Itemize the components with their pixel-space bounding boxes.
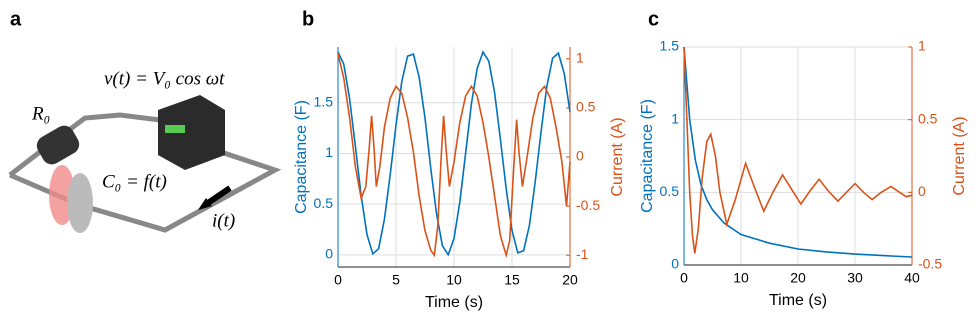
data-line — [683, 46, 913, 258]
y-tick-label: 1.5 — [660, 38, 680, 54]
y2-tick-label: 0 — [918, 183, 926, 199]
x-tick-label: 0 — [334, 272, 342, 288]
x-tick-label: 5 — [392, 272, 400, 288]
y2-tick-label: -0.5 — [576, 197, 600, 213]
resistor-label: R₀ — [31, 103, 50, 124]
x-axis-label: Time (s) — [425, 294, 483, 311]
x-tick-label: 20 — [562, 272, 578, 288]
y-tick-label: 1.5 — [314, 93, 334, 109]
y-axis-label: Capacitance (F) — [293, 100, 310, 214]
current-arrow — [203, 185, 232, 208]
capacitor-plate — [67, 173, 93, 233]
data-line — [337, 50, 571, 257]
wire — [8, 112, 161, 177]
y-tick-label: 0.5 — [314, 195, 334, 211]
data-line — [683, 46, 913, 254]
capacitor-label: C₀ = f(t) — [102, 171, 167, 192]
y-tick-label: 1 — [671, 110, 679, 126]
y2-axis-label: Current (A) — [609, 117, 626, 196]
y2-tick-label: 0.5 — [918, 110, 938, 126]
y2-axis-label: Current (A) — [951, 116, 968, 195]
data-line — [337, 53, 571, 259]
x-tick-label: 15 — [504, 272, 520, 288]
y2-tick-label: 0 — [576, 148, 584, 164]
circuit: v(t) = V₀ cos ωt R₀ C₀ = f(t) i(t) — [8, 68, 282, 233]
y2-tick-label: 0.5 — [576, 99, 596, 115]
y-axis-label: Capacitance (F) — [639, 99, 656, 213]
x-tick-label: 30 — [847, 270, 863, 286]
y-tick-label: 1 — [325, 144, 333, 160]
resistor — [36, 125, 80, 165]
arrow-head — [198, 198, 212, 210]
current-label: i(t) — [212, 210, 235, 231]
x-tick-label: 40 — [904, 270, 920, 286]
y-tick-label: 0 — [325, 246, 333, 262]
voltage-source — [158, 95, 225, 170]
y-tick-label: 0 — [671, 256, 679, 272]
panel-label: c — [648, 8, 659, 30]
y-tick-label: 0.5 — [660, 183, 680, 199]
display — [165, 125, 185, 133]
x-tick-label: 10 — [446, 272, 462, 288]
y2-tick-label: 1 — [918, 38, 926, 54]
panel-label: b — [302, 8, 314, 30]
y2-tick-label: -1 — [576, 246, 589, 262]
panel-label: a — [10, 8, 22, 30]
x-tick-label: 20 — [790, 270, 806, 286]
voltage-label: v(t) = V₀ cos ωt — [104, 68, 225, 89]
x-tick-label: 10 — [733, 270, 749, 286]
y2-tick-label: -0.5 — [918, 256, 942, 272]
y2-tick-label: 1 — [576, 49, 584, 65]
x-tick-label: 0 — [680, 270, 688, 286]
x-axis-label: Time (s) — [769, 292, 827, 309]
